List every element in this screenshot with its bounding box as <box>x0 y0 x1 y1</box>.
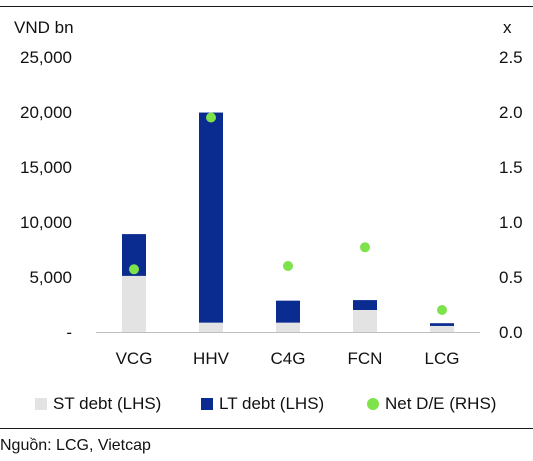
right-axis-tick-label: 0.5 <box>499 268 523 287</box>
debt-chart: - 5,000 10,000 15,000 20,000 25,000 0.0 0.5 1.0 1… <box>20 48 523 368</box>
legend-marker-net-de <box>367 398 379 410</box>
bar-st-debt <box>122 275 146 332</box>
right-axis-unit-label: x <box>503 18 512 37</box>
x-axis-tick-label: C4G <box>271 349 306 368</box>
legend-item-lt-debt: LT debt (LHS) <box>201 394 324 414</box>
bar-st-debt <box>430 325 454 332</box>
bar-lt-debt <box>430 323 454 326</box>
right-axis-tick-label: 0.0 <box>499 323 523 342</box>
bar-lt-debt <box>353 300 377 310</box>
legend-label-lt-debt: LT debt (LHS) <box>219 394 325 413</box>
x-axis-tick-label: FCN <box>348 349 383 368</box>
point-net-de <box>437 305 447 315</box>
left-axis-tick-label: 5,000 <box>29 268 72 287</box>
legend-label-net-de: Net D/E (RHS) <box>385 394 497 413</box>
bottom-rule <box>0 428 533 429</box>
left-axis-tick-label: 25,000 <box>20 48 72 67</box>
legend-label-st-debt: ST debt (LHS) <box>53 394 162 413</box>
legend-item-net-de: Net D/E (RHS) <box>367 394 496 414</box>
legend-item-st-debt: ST debt (LHS) <box>35 394 161 414</box>
x-axis-tick-label: LCG <box>425 349 460 368</box>
right-axis-tick-label: 1.0 <box>499 213 523 232</box>
right-axis-tick-label: 2.5 <box>499 48 523 67</box>
bar-lt-debt <box>276 300 300 323</box>
legend-swatch-lt-debt <box>201 398 213 410</box>
left-axis-tick-label: 10,000 <box>20 213 72 232</box>
legend-swatch-st-debt <box>35 398 47 410</box>
point-net-de <box>360 242 370 253</box>
point-net-de <box>283 261 293 271</box>
x-axis-tick-label: VCG <box>116 349 153 368</box>
bar-st-debt <box>353 310 377 332</box>
bar-lt-debt <box>199 112 223 323</box>
left-axis-tick-label: 15,000 <box>20 158 72 177</box>
source-note: Nguồn: LCG, Vietcap <box>0 437 151 454</box>
bar-st-debt <box>276 322 300 332</box>
point-net-de <box>129 264 139 275</box>
left-axis-tick-label: 20,000 <box>20 103 72 122</box>
point-net-de <box>206 112 216 123</box>
left-axis-unit-label: VND bn <box>14 18 74 37</box>
right-axis-tick-label: 2.0 <box>499 103 523 122</box>
left-axis-tick-label: - <box>66 323 72 342</box>
right-axis-tick-label: 1.5 <box>499 158 523 177</box>
x-axis-tick-label: HHV <box>193 349 230 368</box>
chart-legend: ST debt (LHS) LT debt (LHS) Net D/E (RHS… <box>0 394 533 418</box>
top-rule <box>0 6 533 7</box>
bar-st-debt <box>199 322 223 332</box>
